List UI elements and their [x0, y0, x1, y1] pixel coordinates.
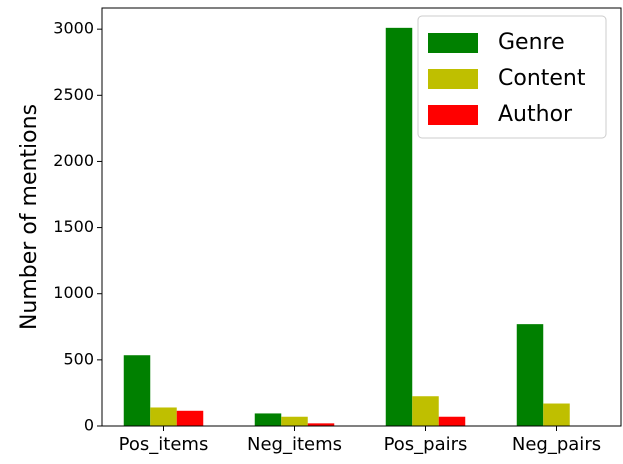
bar [438, 416, 466, 426]
legend-label: Author [498, 102, 573, 127]
bar [176, 410, 204, 426]
x-tick-label: Neg_items [247, 434, 342, 455]
y-tick-label: 0 [84, 416, 94, 435]
legend-swatch [428, 69, 478, 89]
y-tick-label: 2500 [53, 85, 94, 104]
x-tick-label: Pos_pairs [384, 434, 468, 455]
y-tick-label: 500 [63, 349, 94, 368]
y-tick-label: 1000 [53, 283, 94, 302]
y-tick-label: 3000 [53, 19, 94, 38]
bar [281, 416, 308, 426]
y-axis-label: Number of mentions [17, 104, 42, 330]
x-tick-label: Pos_items [119, 434, 209, 455]
bar [123, 355, 151, 426]
bar [543, 403, 570, 426]
legend-label: Genre [498, 30, 565, 55]
bar [254, 413, 282, 426]
legend-label: Content [498, 66, 586, 91]
bar [412, 396, 439, 426]
bar [307, 423, 335, 426]
y-tick-label: 1500 [53, 217, 94, 236]
bar [150, 407, 177, 426]
y-tick-label: 2000 [53, 151, 94, 170]
plot-frame [101, 7, 622, 427]
x-tick-label: Neg_pairs [512, 434, 601, 455]
bar [385, 27, 413, 427]
legend-swatch [428, 105, 478, 125]
legend-swatch [428, 33, 478, 53]
bar [516, 324, 544, 426]
